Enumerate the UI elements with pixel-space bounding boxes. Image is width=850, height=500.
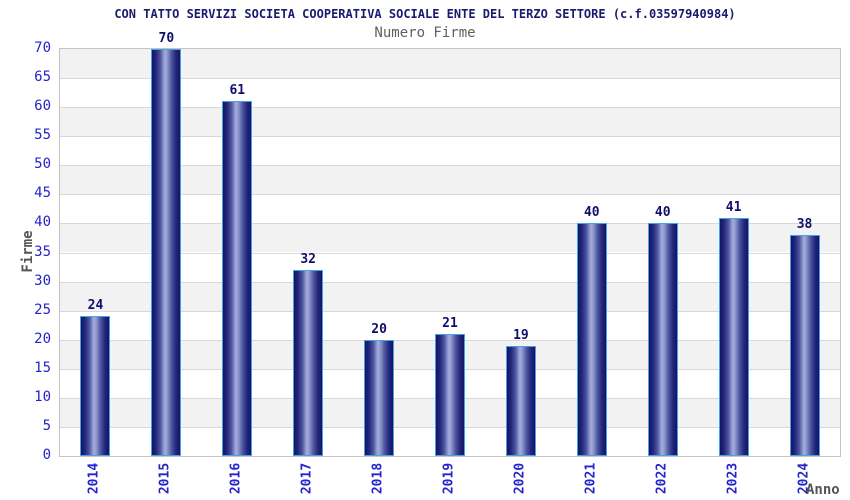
bar-value-label: 21: [442, 315, 458, 331]
bar-value-label: 61: [229, 83, 246, 99]
gridline: [60, 310, 840, 312]
y-tick-label: 55: [34, 127, 51, 144]
y-tick-label: 35: [34, 243, 51, 260]
plot-band: [60, 136, 840, 166]
plot-area: 24 70 61 32 20 21 19 40 40 41 38: [59, 31, 841, 457]
plot-band: [60, 78, 840, 108]
plot-band: [60, 223, 840, 253]
bar-2014: [80, 316, 111, 456]
gridline: [60, 281, 840, 283]
plot-band: [60, 165, 840, 195]
x-tick-label: 2019: [441, 462, 457, 495]
gridline: [60, 165, 840, 167]
y-tick-label: 50: [34, 156, 51, 173]
x-axis-label: Anno: [806, 482, 840, 498]
gridline: [60, 223, 840, 225]
y-tick-label: 70: [34, 40, 51, 56]
y-tick-label: 15: [34, 359, 51, 376]
x-tick-label: 2016: [228, 462, 244, 495]
bar-2024: [789, 235, 820, 456]
bar-value-label: 70: [158, 31, 175, 46]
bar-value-label: 32: [300, 251, 316, 267]
y-tick-label: 20: [34, 330, 51, 347]
chart-subtitle: Numero Firme: [374, 25, 476, 41]
bar-value-label: 20: [371, 321, 387, 337]
x-tick-label: 2021: [583, 462, 599, 495]
plot-band: [60, 49, 840, 79]
x-tick-label: 2023: [725, 462, 741, 495]
bar-2022: [647, 223, 678, 456]
chart-title: CON TATTO SERVIZI SOCIETA COOPERATIVA SO…: [114, 7, 736, 21]
y-tick-label: 30: [34, 272, 51, 289]
bar-2018: [364, 339, 395, 456]
bar-2017: [293, 269, 324, 456]
y-tick-label: 10: [34, 388, 51, 405]
gridline: [60, 194, 840, 196]
gridline: [60, 252, 840, 254]
x-tick-label: 2014: [86, 462, 102, 495]
gridline: [60, 107, 840, 109]
bar-2021: [576, 223, 607, 456]
plot-band: [60, 281, 840, 311]
bar-value-label: 40: [583, 205, 600, 221]
x-tick-label: 2018: [370, 462, 386, 495]
bar-value-label: 38: [796, 217, 813, 233]
bar-2019: [435, 333, 465, 456]
y-tick-label: 45: [34, 185, 51, 202]
bar-value-label: 40: [654, 205, 671, 221]
x-tick-label: 2015: [157, 462, 173, 495]
y-tick-label: 25: [34, 301, 51, 318]
bar-2016: [222, 101, 253, 456]
y-tick-label: 5: [42, 417, 51, 434]
gridline: [60, 136, 840, 138]
x-tick-label: 2020: [512, 462, 528, 495]
bar-value-label: 41: [725, 199, 742, 215]
x-tick-label: 2022: [654, 462, 670, 495]
bar-2020: [505, 345, 536, 456]
y-tick-label: 40: [34, 214, 51, 231]
plot-band: [60, 194, 840, 224]
plot-band: [60, 107, 840, 137]
y-tick-label: 60: [34, 98, 51, 115]
bar-value-label: 19: [513, 327, 529, 343]
y-tick-label: 0: [42, 447, 51, 463]
bar-2023: [718, 217, 749, 456]
plot-band: [60, 252, 840, 282]
bar-2015: [151, 49, 182, 456]
bar-value-label: 24: [87, 298, 104, 314]
y-tick-label: 65: [34, 69, 51, 86]
gridline: [60, 78, 840, 80]
x-tick-label: 2017: [299, 462, 315, 495]
